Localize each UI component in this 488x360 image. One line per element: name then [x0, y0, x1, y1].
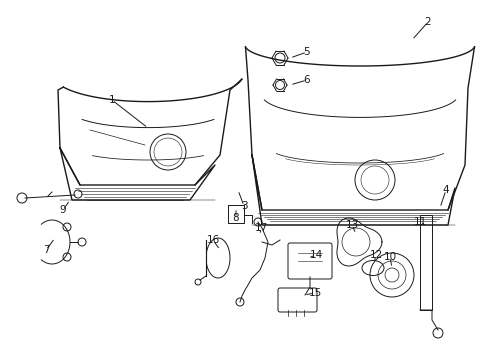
- Text: 6: 6: [303, 75, 310, 85]
- Text: 14: 14: [309, 250, 322, 260]
- Text: 5: 5: [303, 47, 310, 57]
- Text: 4: 4: [442, 185, 448, 195]
- Text: 17: 17: [254, 223, 267, 233]
- Text: 1: 1: [108, 95, 115, 105]
- Text: 13: 13: [345, 220, 358, 230]
- Text: 10: 10: [383, 252, 396, 262]
- Bar: [419, 215, 431, 310]
- Text: 3: 3: [240, 201, 247, 211]
- Text: 12: 12: [368, 250, 382, 260]
- Text: 9: 9: [60, 205, 66, 215]
- Text: 11: 11: [412, 217, 426, 227]
- Text: 15: 15: [308, 288, 321, 298]
- Text: 7: 7: [42, 245, 49, 255]
- Text: 2: 2: [424, 17, 430, 27]
- Text: 16: 16: [206, 235, 219, 245]
- Text: 8: 8: [232, 213, 239, 223]
